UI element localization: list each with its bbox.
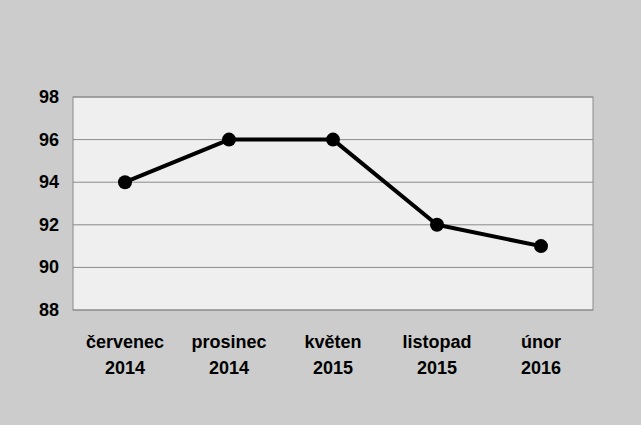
x-tick-label-line: 2016	[521, 358, 561, 378]
background	[0, 0, 641, 425]
data-point	[326, 133, 340, 147]
y-tick-label: 96	[39, 130, 59, 150]
chart-svg: 88 90 92 94 96 98 červenec 2014 prosinec 2014 květ…	[0, 0, 641, 425]
grid-line	[73, 182, 593, 183]
x-tick-label-line: prosinec	[191, 332, 266, 352]
x-tick-label: listopad 2015	[402, 332, 471, 378]
data-point	[222, 133, 236, 147]
x-tick-label: prosinec 2014	[191, 332, 266, 378]
x-tick-label-line: červenec	[86, 332, 164, 352]
x-tick-label-line: únor	[521, 332, 561, 352]
grid-line	[73, 267, 593, 268]
x-tick-label: květen 2015	[304, 332, 361, 378]
x-tick-label-line: 2014	[209, 358, 249, 378]
x-tick-label-line: 2015	[417, 358, 457, 378]
y-tick-label: 90	[39, 257, 59, 277]
x-tick-label-line: listopad	[402, 332, 471, 352]
plot-area	[73, 97, 593, 310]
y-tick-label: 88	[39, 300, 59, 320]
grid-line	[73, 224, 593, 225]
data-point	[534, 239, 548, 253]
y-tick-label: 98	[39, 87, 59, 107]
x-tick-label-line: květen	[304, 332, 361, 352]
chart-container: 88 90 92 94 96 98 červenec 2014 prosinec 2014 květ…	[0, 0, 641, 425]
series-line	[125, 140, 541, 247]
x-tick-label: červenec 2014	[86, 332, 164, 378]
data-point	[118, 175, 132, 189]
data-point	[430, 218, 444, 232]
x-tick-label-line: 2015	[313, 358, 353, 378]
y-tick-label: 94	[39, 172, 59, 192]
x-tick-label-line: 2014	[105, 358, 145, 378]
x-tick-label: únor 2016	[521, 332, 561, 378]
series-group	[118, 133, 548, 254]
y-tick-label: 92	[39, 215, 59, 235]
plot-frame	[73, 97, 593, 310]
